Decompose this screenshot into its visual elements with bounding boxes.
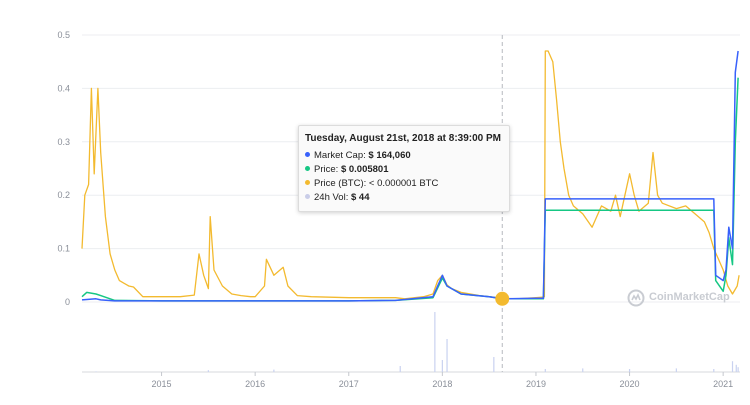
volume-bar xyxy=(434,312,436,372)
volume-bars xyxy=(95,312,739,372)
volume-bar xyxy=(273,369,275,372)
tooltip-value: < 0.000001 BTC xyxy=(368,178,439,189)
y-tick-label: 0.4 xyxy=(57,83,70,93)
volume-bar xyxy=(675,368,677,372)
tooltip-row-price-btc: Price (BTC): < 0.000001 BTC xyxy=(305,178,438,189)
x-tick-label: 2018 xyxy=(432,379,452,389)
volume-bar xyxy=(493,357,495,372)
volume-bar xyxy=(544,369,546,372)
volume-bar xyxy=(207,370,209,372)
volume-dot-icon xyxy=(305,194,310,199)
price-btc-dot-icon xyxy=(305,180,310,185)
x-tick-label: 2021 xyxy=(713,379,733,389)
watermark-text: CoinMarketCap xyxy=(649,291,730,303)
tooltip-value: $ 164,060 xyxy=(368,150,411,161)
volume-bar xyxy=(735,364,737,372)
x-tick-label: 2017 xyxy=(339,379,359,389)
hover-point[interactable] xyxy=(495,291,510,306)
volume-bar xyxy=(731,361,734,372)
volume-bar xyxy=(582,368,584,372)
tooltip-row-market-cap: Market Cap: $ 164,060 xyxy=(305,150,411,161)
y-tick-label: 0.5 xyxy=(57,30,70,40)
volume-bar xyxy=(399,366,401,372)
tooltip-label: Market Cap: xyxy=(314,150,366,161)
x-tick-label: 2016 xyxy=(245,379,265,389)
tooltip: Tuesday, August 21st, 2018 at 8:39:00 PM… xyxy=(298,125,510,212)
y-tick-label: 0 xyxy=(65,297,70,307)
price-dot-icon xyxy=(305,166,310,171)
tooltip-value: $ 44 xyxy=(350,192,370,203)
volume-bar xyxy=(446,339,448,372)
coinmarketcap-logo-icon xyxy=(627,289,645,307)
watermark: CoinMarketCap xyxy=(627,289,737,307)
tooltip-label: Price (BTC): xyxy=(314,178,367,189)
market-cap-dot-icon xyxy=(305,152,310,157)
x-tick-label: 2015 xyxy=(152,379,172,389)
volume-bar xyxy=(713,369,715,372)
y-tick-label: 0.2 xyxy=(57,190,70,200)
x-tick-label: 2019 xyxy=(526,379,546,389)
volume-bar xyxy=(737,367,739,372)
tooltip-label: 24h Vol: xyxy=(314,192,349,203)
volume-bar xyxy=(441,360,443,372)
tooltip-label: Price: xyxy=(314,164,339,175)
tooltip-row-volume: 24h Vol: $ 44 xyxy=(305,192,369,203)
tooltip-value: $ 0.005801 xyxy=(340,164,389,175)
series-line-market-cap xyxy=(81,50,739,302)
tooltip-row-price: Price: $ 0.005801 xyxy=(305,164,388,175)
y-axis: 0 0.1 0.2 0.3 0.4 0.5 xyxy=(57,30,70,307)
tooltip-title: Tuesday, August 21st, 2018 at 8:39:00 PM xyxy=(305,133,502,144)
x-tick-label: 2020 xyxy=(620,379,640,389)
volume-bar xyxy=(95,371,97,372)
y-tick-label: 0.3 xyxy=(57,137,70,147)
x-axis: 2015 2016 2017 2018 2019 2020 2021 xyxy=(152,372,733,389)
y-tick-label: 0.1 xyxy=(57,244,70,254)
volume-bar xyxy=(628,369,631,372)
